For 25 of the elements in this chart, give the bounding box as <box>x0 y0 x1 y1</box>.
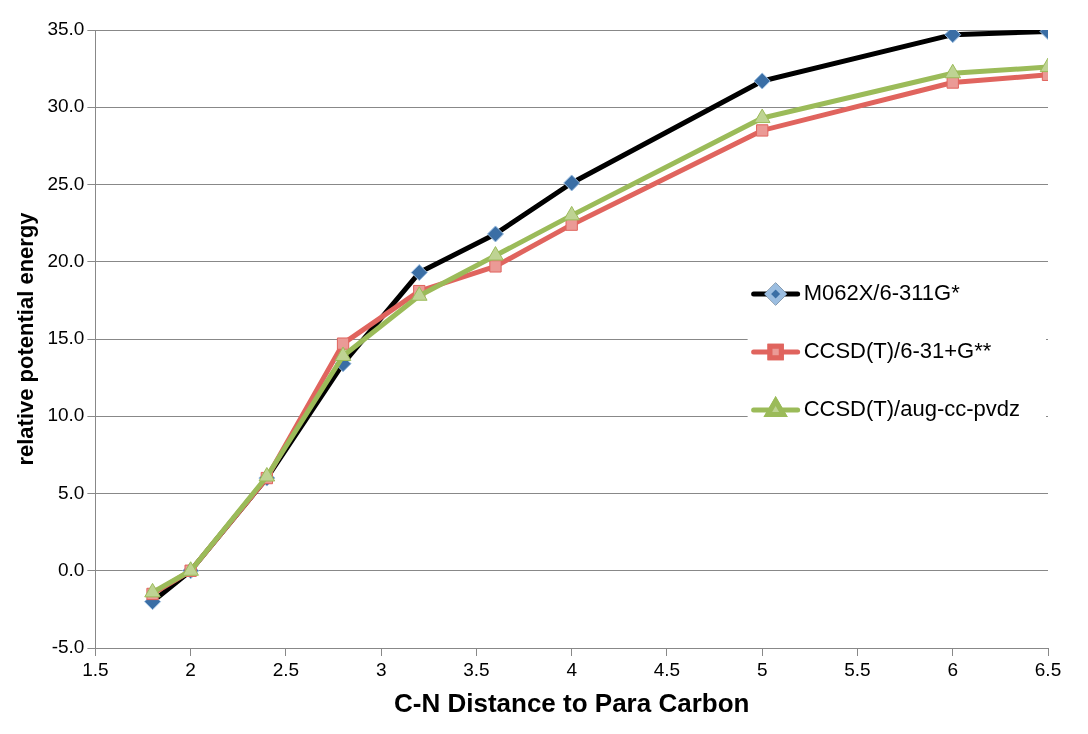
x-axis-title: C-N Distance to Para Carbon <box>393 687 750 718</box>
legend-label: CCSD(T)/6-31+G** <box>803 338 992 364</box>
x-tick-label: 6 <box>947 658 959 680</box>
x-tick-label: 3 <box>375 658 387 680</box>
x-tick-label: 6.5 <box>1034 658 1062 680</box>
y-tick-label: 5.0 <box>57 481 85 503</box>
x-tick-label: 4.5 <box>653 658 681 680</box>
x-tick-label: 2.5 <box>272 658 300 680</box>
x-tick-label: 3.5 <box>463 658 490 680</box>
y-tick-label: 20.0 <box>47 249 85 271</box>
x-tick-label: 4 <box>566 658 578 680</box>
y-tick-label: 15.0 <box>47 327 85 349</box>
x-tick-label: 2 <box>185 658 196 680</box>
x-tick-label: 1.5 <box>82 658 109 680</box>
y-tick-label: -5.0 <box>51 636 85 658</box>
legend-label: M062X/6-311G* <box>803 280 961 306</box>
y-tick-label: 10.0 <box>47 404 85 426</box>
y-tick-label: 0.0 <box>57 558 85 580</box>
y-tick-label: 25.0 <box>47 172 85 194</box>
y-tick-label: 35.0 <box>47 18 85 40</box>
legend-label: CCSD(T)/aug-cc-pvdz <box>803 396 1021 422</box>
y-axis-title: relative potential energy <box>13 211 39 466</box>
y-tick-label: 30.0 <box>47 95 85 117</box>
x-tick-label: 5.5 <box>844 658 871 680</box>
x-tick-label: 5 <box>756 658 768 680</box>
